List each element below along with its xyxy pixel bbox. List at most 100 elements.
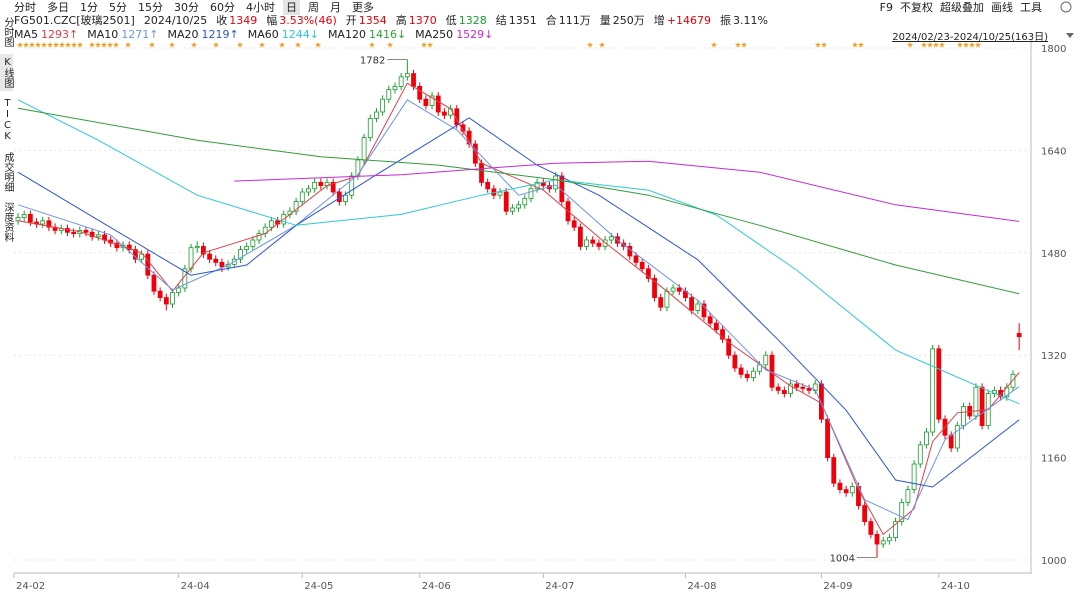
field-value: 3.53%(46) <box>279 14 337 27</box>
date-range[interactable]: 2024/02/23-2024/10/25(163日) <box>892 32 1048 43</box>
candle-body <box>367 118 373 139</box>
legend-value: 1529↓ <box>456 27 494 41</box>
side-tab[interactable]: 深度资料 <box>2 202 13 242</box>
candle-body <box>751 370 756 379</box>
signal-star <box>89 41 95 48</box>
candle-body <box>423 98 429 106</box>
candle-body <box>738 367 744 375</box>
signal-star <box>741 41 747 48</box>
candle-body <box>170 292 175 305</box>
candle-body <box>689 297 695 311</box>
period-tab[interactable]: 60分 <box>210 1 235 14</box>
tool-button[interactable]: 超级叠加 <box>940 1 984 14</box>
side-tab[interactable]: 分时图 <box>2 17 13 47</box>
field-label: 合 <box>545 14 557 27</box>
field-label: 幅 <box>266 14 278 27</box>
signal-star <box>213 41 219 48</box>
candle-body <box>670 287 676 292</box>
candle-body <box>157 290 163 299</box>
candle-body <box>1016 333 1022 338</box>
period-tab[interactable]: 15分 <box>138 1 163 14</box>
quote-field: 振 3.11% <box>720 12 768 28</box>
signal-star <box>41 41 47 48</box>
tool-button[interactable]: 画线 <box>991 1 1013 14</box>
candle-body <box>658 297 664 308</box>
candle-body <box>713 322 719 331</box>
tool-button[interactable]: 工具 <box>1020 1 1042 14</box>
candle-body <box>435 95 441 113</box>
candle-body <box>65 228 70 233</box>
candle-body <box>726 338 732 356</box>
signal-star <box>315 41 321 48</box>
side-tab[interactable]: TICK <box>2 98 13 142</box>
settings-icon[interactable] <box>1060 1 1072 13</box>
sidebar: 分时图 K线图 TICK 成交明细深度资料 <box>0 14 13 249</box>
signal-star <box>53 41 59 48</box>
candle-body <box>442 111 447 116</box>
ma-line <box>234 160 1020 222</box>
field-value: 1354 <box>358 14 387 27</box>
candle-body <box>219 261 225 268</box>
period-tab[interactable]: 更多 <box>352 1 374 14</box>
y-tick-label: 1320 <box>1041 351 1066 362</box>
period-tab[interactable]: 4小时 <box>246 1 275 14</box>
x-tick-label: 24-08 <box>687 581 716 592</box>
tool-button[interactable]: 不复权 <box>900 1 933 14</box>
legend-name: MA250 <box>415 27 454 41</box>
tool-button[interactable]: F9 <box>879 0 893 14</box>
period-tab[interactable]: 月 <box>330 1 341 14</box>
field-value: 3.11% <box>732 14 768 27</box>
signal-star <box>237 41 243 48</box>
candle-body <box>732 354 738 369</box>
side-tab[interactable]: 成交明细 <box>2 152 13 192</box>
candle-body <box>874 534 880 545</box>
candle-body <box>238 249 243 260</box>
field-label: 收 <box>216 14 228 27</box>
date: 2024/10/25 <box>143 13 208 27</box>
dropdown-icon[interactable] <box>1066 33 1074 38</box>
candle-body <box>701 303 707 318</box>
period-tab[interactable]: 5分 <box>109 1 127 14</box>
ma-line <box>17 107 1020 295</box>
candle-body <box>83 229 89 233</box>
signal-star <box>65 41 71 48</box>
signal-star <box>735 41 741 48</box>
candle-body <box>46 220 52 228</box>
candle-body <box>361 137 367 161</box>
signal-star <box>587 41 593 48</box>
candle-body <box>89 231 95 238</box>
candle-body <box>590 239 596 244</box>
candle-body <box>207 253 212 260</box>
candle-body <box>27 213 33 223</box>
period-tab[interactable]: 日 <box>283 0 300 15</box>
candle-body <box>868 521 874 535</box>
quote-field: 增 +14679 <box>654 12 711 28</box>
period-tab[interactable]: 周 <box>308 1 319 14</box>
y-tick-label: 1800 <box>1041 44 1066 55</box>
candle-body <box>553 175 559 190</box>
x-tick-label: 24-10 <box>941 581 970 592</box>
signal-star <box>957 41 963 48</box>
ma-line <box>17 117 1020 488</box>
period-tab[interactable]: 30分 <box>174 1 199 14</box>
side-tab[interactable]: K线图 <box>0 54 13 91</box>
period-tab[interactable]: 多日 <box>47 1 69 14</box>
candle-body <box>534 181 540 190</box>
field-value: 111万 <box>558 14 591 27</box>
candle-body <box>256 233 262 241</box>
signal-star <box>35 41 41 48</box>
signal-star <box>47 41 53 48</box>
candle-body <box>213 258 219 263</box>
period-tab[interactable]: 分时 <box>14 1 36 14</box>
legend-item: MA20 1219↑ <box>167 28 238 41</box>
signal-star <box>815 41 821 48</box>
period-tab[interactable]: 1分 <box>80 1 98 14</box>
quote-field: 幅 3.53%(46) <box>266 12 337 28</box>
quote-field: 高 1370 <box>396 12 437 28</box>
signal-star <box>975 41 981 48</box>
candle-body <box>608 236 614 241</box>
candle-body <box>293 201 299 212</box>
field-label: 结 <box>495 14 507 27</box>
legend-name: MA60 <box>247 27 279 41</box>
